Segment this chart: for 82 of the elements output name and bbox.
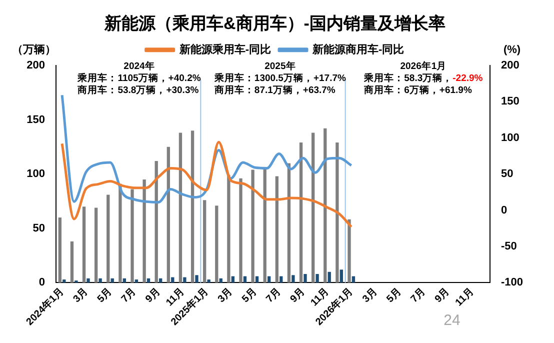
y-tick-label: 100 xyxy=(26,168,45,180)
bar xyxy=(142,179,146,283)
x-tick-label: 3月 xyxy=(216,286,235,306)
bar xyxy=(70,241,74,283)
x-tick-label: 5月 xyxy=(240,286,259,306)
x-tick-label: 9月 xyxy=(144,286,163,306)
bar xyxy=(243,276,247,283)
bar xyxy=(287,163,291,283)
chart-title: 新能源（乘用车&商用车）-国内销量及增长率 xyxy=(104,14,446,33)
annotation: 乘用车：58.3万辆，-22.9% xyxy=(363,72,484,84)
bar xyxy=(118,184,122,283)
bar xyxy=(203,200,206,283)
annotation: 乘用车：1300.5万辆，+17.7% xyxy=(213,72,347,84)
x-tick-label: 9月 xyxy=(288,286,308,306)
y2-tick-label: -50 xyxy=(501,240,517,253)
bar xyxy=(340,270,343,283)
line-series xyxy=(60,140,353,228)
bar xyxy=(352,276,356,283)
bar xyxy=(94,208,98,283)
bar xyxy=(312,132,315,283)
x-tick-label: 7月 xyxy=(264,286,284,306)
y-tick-label: 50 xyxy=(32,222,45,234)
bar xyxy=(324,128,327,283)
bar xyxy=(251,170,254,283)
y2-tick-label: 200 xyxy=(501,59,520,72)
x-tick-label: 7月 xyxy=(120,286,138,306)
legend-label: 新能源乘用车-同比 xyxy=(178,42,272,56)
annotation: 2025年 xyxy=(264,60,296,72)
x-tick-label: 9月 xyxy=(433,286,452,306)
bar xyxy=(316,274,319,283)
y2-tick-label: 150 xyxy=(501,96,520,108)
bar xyxy=(86,278,90,283)
annotation: 2024年 xyxy=(124,60,155,72)
bar xyxy=(280,276,283,283)
y2-axis-title: (%) xyxy=(503,44,521,56)
bar xyxy=(207,279,210,283)
bar xyxy=(299,142,303,283)
bar xyxy=(304,274,307,283)
bar xyxy=(183,277,186,283)
annotation: 乘用车：1105万辆，+40.2% xyxy=(76,72,202,84)
bar xyxy=(130,189,134,283)
bar xyxy=(348,219,351,283)
bar xyxy=(231,276,234,283)
bar xyxy=(82,206,86,283)
annotation: 商用车：6万辆，+61.9% xyxy=(363,84,472,96)
x-tick-label: 11月 xyxy=(454,286,476,309)
x-tick-label: 7月 xyxy=(408,286,428,306)
y-tick-label: 200 xyxy=(26,59,45,72)
y-axis-title: （万辆） xyxy=(12,42,56,56)
bar xyxy=(328,272,331,283)
annotation: 商用车：87.1万辆，+63.7% xyxy=(213,84,336,96)
bar xyxy=(263,168,266,283)
bar xyxy=(268,276,271,283)
annotation: 2026年1月 xyxy=(400,60,447,72)
bar xyxy=(98,278,102,283)
bar xyxy=(154,161,158,283)
bar xyxy=(58,218,62,283)
y2-tick-label: 100 xyxy=(501,132,520,144)
x-tick-label: 5月 xyxy=(96,286,114,306)
y-tick-label: 0 xyxy=(38,276,45,289)
bar xyxy=(336,142,339,283)
bar xyxy=(106,194,110,283)
x-tick-label: 3月 xyxy=(71,286,90,306)
x-tick-label: 5月 xyxy=(384,286,404,306)
bar xyxy=(275,176,278,283)
legend-label: 新能源商用车-同比 xyxy=(312,42,404,56)
bar xyxy=(178,132,182,283)
annotation: 商用车：53.8万辆，+30.3% xyxy=(76,84,200,96)
bar xyxy=(292,275,295,283)
x-tick-label: 3月 xyxy=(360,286,380,306)
bar xyxy=(255,276,259,283)
y2-tick-label: 0 xyxy=(501,204,508,216)
bar xyxy=(215,206,218,283)
y2-tick-label: -100 xyxy=(501,276,524,289)
bar xyxy=(190,130,194,283)
y2-tick-label: 50 xyxy=(501,168,514,180)
bar xyxy=(166,146,170,283)
y-tick-label: 150 xyxy=(26,114,45,126)
bar xyxy=(195,275,198,283)
text: 24 xyxy=(444,312,460,330)
bar xyxy=(227,175,230,283)
bar xyxy=(239,178,242,283)
